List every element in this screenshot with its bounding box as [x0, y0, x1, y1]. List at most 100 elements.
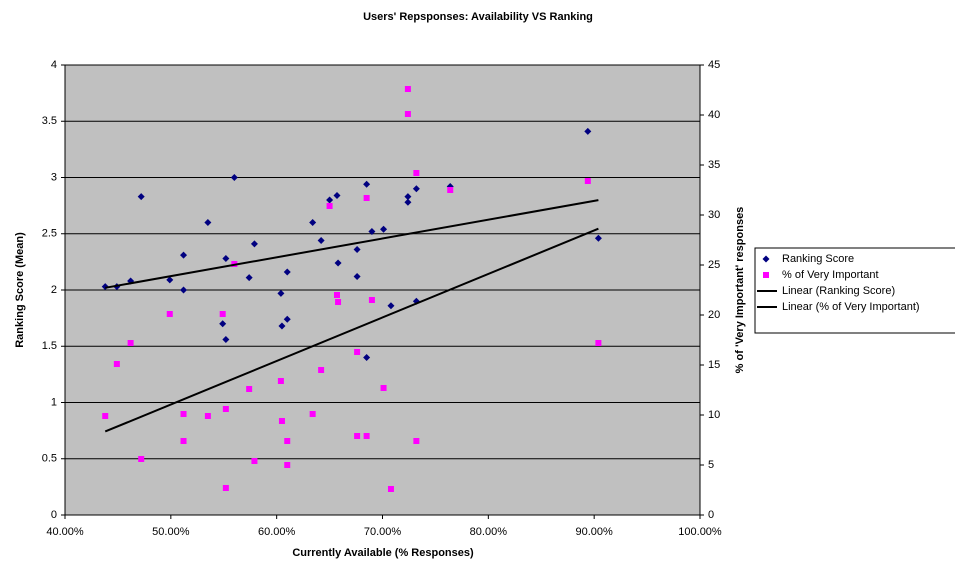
- point: [283, 315, 291, 323]
- point: [368, 228, 376, 235]
- point: [387, 486, 394, 492]
- y2-tick-label: 40: [708, 109, 720, 121]
- point: [309, 411, 316, 417]
- y-axis-title: Ranking Score (Mean): [14, 232, 26, 348]
- x-tick-label: 70.00%: [364, 526, 402, 538]
- point: [102, 413, 109, 419]
- point: [222, 406, 229, 412]
- point: [284, 462, 291, 468]
- x-tick-label: 60.00%: [258, 526, 296, 538]
- y2-tick-label: 25: [708, 259, 720, 271]
- x-tick-label: 80.00%: [470, 526, 508, 538]
- point: [166, 311, 173, 317]
- point: [363, 433, 370, 439]
- point: [584, 127, 592, 135]
- point: [222, 485, 229, 491]
- chart-title: Users' Repsponses: Availability VS Ranki…: [363, 11, 593, 23]
- point: [363, 195, 370, 201]
- x-tick-label: 40.00%: [46, 526, 84, 538]
- legend-marker: [763, 272, 769, 278]
- y-tick-label: 0.5: [42, 453, 57, 465]
- point: [353, 273, 361, 280]
- y-tick-label: 1.5: [42, 340, 57, 352]
- y-tick-label: 0: [51, 509, 57, 521]
- x-tick-label: 90.00%: [576, 526, 614, 538]
- y-tick-label: 2.5: [42, 228, 57, 240]
- legend-label: % of Very Important: [782, 269, 879, 281]
- point: [594, 234, 602, 242]
- point: [333, 292, 340, 298]
- point: [368, 297, 375, 303]
- x-tick-label: 100.00%: [678, 526, 722, 538]
- legend-label: Linear (Ranking Score): [782, 285, 895, 297]
- point: [404, 111, 411, 117]
- point: [334, 259, 342, 267]
- legend-label: Ranking Score: [782, 253, 854, 265]
- point: [404, 86, 411, 92]
- point: [584, 178, 591, 184]
- y-tick-label: 3: [51, 171, 57, 183]
- point: [245, 274, 253, 282]
- point: [283, 268, 291, 276]
- point: [404, 198, 412, 206]
- x-axis-title: Currently Available (% Responses): [292, 547, 474, 559]
- point: [387, 302, 395, 310]
- y-tick-label: 1: [51, 396, 57, 408]
- y2-axis-title: % of 'Very Important' responses: [734, 207, 746, 374]
- legend-marker: [762, 255, 770, 263]
- y2-tick-label: 15: [708, 359, 720, 371]
- point: [277, 289, 285, 297]
- y2-tick-label: 0: [708, 509, 714, 521]
- point: [309, 219, 317, 226]
- point: [595, 340, 602, 346]
- y-tick-label: 3.5: [42, 115, 57, 127]
- point: [137, 193, 145, 201]
- point: [180, 286, 188, 294]
- legend-box: [754, 247, 955, 334]
- point: [326, 203, 333, 209]
- y2-tick-label: 45: [708, 59, 720, 71]
- point: [230, 174, 238, 181]
- point: [204, 219, 212, 226]
- y2-tick-label: 30: [708, 209, 720, 221]
- y2-tick-label: 20: [708, 309, 720, 321]
- y2-tick-label: 35: [708, 159, 720, 171]
- point: [413, 170, 420, 176]
- point: [180, 411, 187, 417]
- y2-tick-label: 10: [708, 409, 720, 421]
- point: [222, 336, 230, 343]
- point: [333, 192, 341, 199]
- point: [363, 180, 371, 188]
- y-tick-label: 2: [51, 284, 57, 296]
- point: [404, 193, 412, 201]
- point: [277, 378, 284, 384]
- point: [251, 458, 258, 464]
- x-tick-label: 50.00%: [152, 526, 190, 538]
- point: [138, 456, 145, 462]
- point: [380, 225, 388, 233]
- point: [180, 438, 187, 444]
- point: [412, 185, 420, 193]
- point: [219, 311, 226, 317]
- point: [354, 433, 361, 439]
- point: [380, 385, 387, 391]
- point: [222, 255, 230, 262]
- y-tick-label: 4: [51, 59, 57, 71]
- point: [204, 413, 211, 419]
- point: [363, 354, 371, 361]
- point: [113, 361, 120, 367]
- point: [335, 299, 342, 305]
- point: [219, 320, 227, 328]
- point: [278, 322, 286, 330]
- point: [318, 367, 325, 373]
- point: [447, 187, 454, 193]
- legend-label: Linear (% of Very Important): [782, 301, 920, 313]
- point: [246, 386, 253, 392]
- point: [180, 251, 188, 259]
- point: [317, 237, 325, 244]
- point: [166, 276, 174, 284]
- point: [284, 438, 291, 444]
- point: [353, 246, 361, 253]
- y2-tick-label: 5: [708, 459, 714, 471]
